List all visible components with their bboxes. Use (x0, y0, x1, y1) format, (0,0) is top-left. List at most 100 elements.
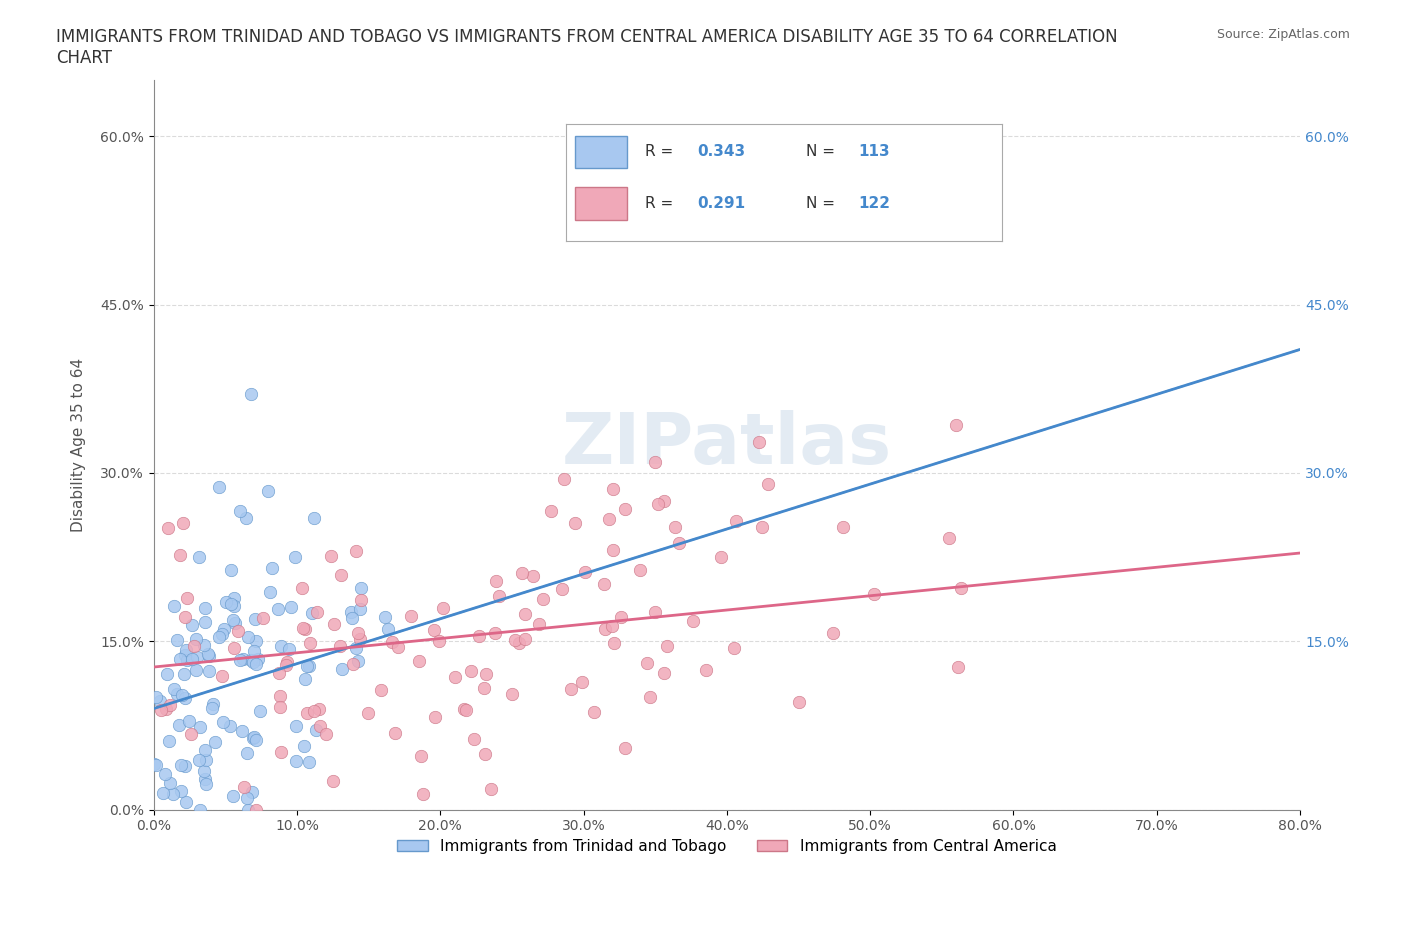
Point (243, 730, 266, 745)
Point (202, 697, 225, 711)
Point (522, 568, 544, 583)
Point (472, 681, 495, 696)
Point (297, 658, 319, 673)
Point (194, 601, 217, 616)
Point (347, 626, 370, 641)
Point (322, 774, 344, 789)
Point (723, 641, 745, 656)
Point (299, 635, 322, 650)
Point (276, 655, 298, 670)
Point (628, 563, 651, 578)
Point (284, 550, 307, 565)
Point (145, 689, 167, 704)
Point (242, 785, 264, 800)
Point (184, 631, 207, 646)
Point (322, 617, 344, 631)
Point (654, 494, 676, 509)
Point (374, 609, 396, 624)
Point (456, 702, 478, 717)
Point (453, 701, 475, 716)
Point (463, 732, 485, 747)
Point (460, 663, 482, 678)
Point (215, 594, 238, 609)
Point (294, 671, 316, 686)
Point (224, 616, 246, 631)
Text: ZIPatlas: ZIPatlas (562, 410, 891, 479)
Point (349, 602, 371, 617)
Point (245, 732, 267, 747)
Point (484, 625, 506, 640)
Point (212, 621, 235, 636)
Point (598, 512, 620, 526)
Point (186, 662, 208, 677)
Point (350, 580, 373, 595)
Point (342, 657, 364, 671)
Point (156, 521, 179, 536)
Point (682, 614, 704, 629)
Y-axis label: Disability Age 35 to 64: Disability Age 35 to 64 (72, 358, 86, 532)
Point (488, 589, 510, 604)
Point (204, 735, 226, 750)
Point (188, 549, 211, 564)
Point (195, 777, 218, 791)
Point (162, 682, 184, 697)
Point (181, 618, 204, 632)
Point (501, 686, 523, 701)
Point (183, 639, 205, 654)
Point (603, 635, 626, 650)
Point (174, 648, 197, 663)
Point (152, 786, 174, 801)
Point (167, 717, 190, 732)
Point (789, 695, 811, 710)
Point (387, 640, 409, 655)
Point (222, 788, 245, 803)
Point (295, 705, 318, 720)
Point (235, 511, 257, 525)
Point (321, 549, 343, 564)
Point (277, 642, 299, 657)
Point (399, 608, 422, 623)
Point (540, 503, 562, 518)
Point (468, 629, 491, 644)
Point (695, 662, 717, 677)
Point (198, 649, 221, 664)
Point (302, 511, 325, 525)
Point (236, 790, 259, 805)
Point (193, 764, 215, 778)
Point (381, 635, 404, 650)
Point (173, 667, 195, 682)
Point (602, 482, 624, 497)
Point (222, 591, 245, 605)
Point (342, 610, 364, 625)
Point (305, 722, 328, 737)
Point (564, 516, 586, 531)
Point (150, 702, 173, 717)
Point (832, 520, 855, 535)
Point (636, 656, 658, 671)
Point (166, 632, 188, 647)
Point (243, 611, 266, 626)
Point (510, 566, 533, 581)
Point (208, 480, 231, 495)
Point (194, 752, 217, 767)
Point (946, 659, 969, 674)
Point (163, 598, 186, 613)
Point (180, 651, 202, 666)
Point (938, 530, 960, 545)
Point (159, 698, 181, 712)
Point (344, 543, 367, 558)
Point (613, 502, 636, 517)
Point (285, 754, 308, 769)
Point (270, 745, 292, 760)
Point (427, 633, 450, 648)
Point (176, 591, 198, 605)
Point (155, 702, 177, 717)
Point (242, 654, 264, 669)
Point (231, 724, 253, 738)
Legend: Immigrants from Trinidad and Tobago, Immigrants from Central America: Immigrants from Trinidad and Tobago, Imm… (391, 833, 1063, 860)
Point (474, 747, 496, 762)
Point (193, 637, 215, 652)
Point (267, 666, 290, 681)
Point (291, 620, 314, 635)
Point (219, 563, 242, 578)
